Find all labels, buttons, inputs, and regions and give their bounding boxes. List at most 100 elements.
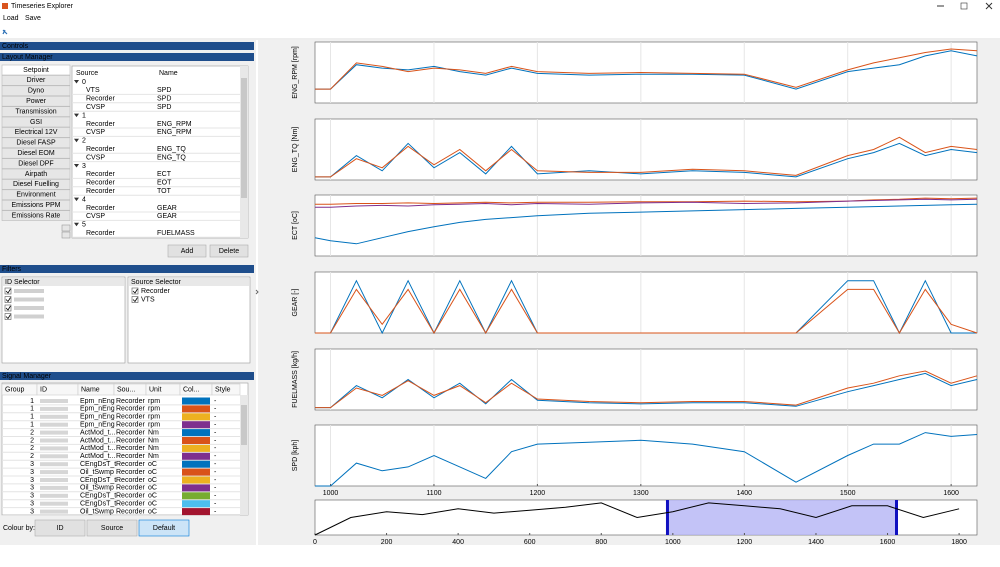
category-button[interactable] <box>1 168 71 180</box>
row-source: Recorder <box>86 180 115 187</box>
category-button[interactable] <box>1 64 71 76</box>
color-cell[interactable] <box>182 405 210 413</box>
style-cell: - <box>214 398 217 405</box>
category-label: Driver <box>27 77 46 84</box>
source-checkbox[interactable] <box>131 296 139 303</box>
source-cell: Recorder <box>116 493 145 500</box>
x-tick-label: 1400 <box>736 490 752 497</box>
expand-arrow[interactable] <box>74 113 79 118</box>
style-cell: - <box>214 453 217 460</box>
check <box>5 297 11 303</box>
color-cell[interactable] <box>182 484 210 492</box>
color-cell[interactable] <box>182 476 210 484</box>
source-cell: Recorder <box>116 485 145 492</box>
spin-down[interactable] <box>61 231 71 239</box>
colour-by-button[interactable] <box>138 519 190 537</box>
color-cell[interactable] <box>182 444 210 452</box>
expand-arrow[interactable] <box>74 138 79 143</box>
category-button[interactable] <box>1 116 71 128</box>
colour-by-label: Colour by: <box>3 525 35 532</box>
colour-by-button[interactable] <box>34 519 86 537</box>
signal-scroll-thumb[interactable] <box>241 405 247 445</box>
x-tick-label: 1000 <box>665 539 681 546</box>
style-cell: - <box>214 477 217 484</box>
category-label: Diesel FASP <box>16 140 56 147</box>
x-tick-label: 1500 <box>840 490 856 497</box>
x-tick-label: 1200 <box>737 539 753 546</box>
group-cell: 3 <box>30 493 34 500</box>
series-line <box>315 50 978 90</box>
action-button[interactable] <box>209 244 249 258</box>
color-cell[interactable] <box>182 460 210 468</box>
id-blurred <box>40 501 68 506</box>
category-button[interactable] <box>1 106 71 117</box>
toolbar-icon[interactable] <box>2 29 8 35</box>
source-cell: Recorder <box>116 477 145 484</box>
maximize[interactable] <box>960 2 968 10</box>
close[interactable] <box>985 2 993 10</box>
style-cell: - <box>214 422 217 429</box>
unit-cell: oC <box>148 493 157 500</box>
unit-cell: oC <box>148 461 157 468</box>
row-source: Recorder <box>86 230 115 237</box>
color-cell[interactable] <box>182 437 210 444</box>
column-header-cell[interactable] <box>211 383 241 396</box>
series-line <box>315 372 978 409</box>
color-cell[interactable] <box>182 429 210 437</box>
category-button[interactable] <box>1 75 71 86</box>
name-cell: Epm_nEng <box>80 406 115 413</box>
id-blurred <box>40 414 68 419</box>
title-bar <box>0 0 1000 12</box>
color-cell[interactable] <box>182 468 210 476</box>
row-source: VTS <box>86 87 100 94</box>
id-checkbox[interactable] <box>4 296 12 303</box>
category-label: Emissions Rate <box>12 212 61 219</box>
colour-by-button[interactable] <box>86 519 138 537</box>
color-cell[interactable] <box>182 413 210 421</box>
unit-cell: Nm <box>148 429 159 436</box>
layout-header-text: Layout Manager <box>2 54 53 61</box>
style-cell: - <box>214 461 217 468</box>
category-button[interactable] <box>1 179 71 190</box>
x-tick-label: 200 <box>381 539 393 546</box>
expand-arrow[interactable] <box>74 222 79 227</box>
series-line <box>315 142 978 178</box>
id-checkbox[interactable] <box>4 313 12 320</box>
unit-cell: rpm <box>148 422 160 429</box>
row-source: Recorder <box>86 121 115 128</box>
category-button[interactable] <box>1 199 71 211</box>
expand-arrow[interactable] <box>74 164 79 168</box>
action-button[interactable] <box>167 244 207 258</box>
category-button[interactable] <box>1 210 71 221</box>
id-checkbox[interactable] <box>4 304 12 312</box>
selection-window[interactable] <box>667 500 897 535</box>
category-button[interactable] <box>1 95 71 107</box>
source-item: VTS <box>141 296 155 303</box>
category-button[interactable] <box>1 147 71 159</box>
source-cell: Recorder <box>116 398 145 405</box>
category-button[interactable] <box>1 137 71 149</box>
group-cell: 3 <box>30 461 34 468</box>
source-cell: Recorder <box>116 461 145 468</box>
color-cell[interactable] <box>182 421 210 429</box>
row-name: GEAR <box>157 205 177 212</box>
scroll-thumb[interactable] <box>241 78 247 198</box>
color-cell[interactable] <box>182 397 210 405</box>
category-button[interactable] <box>1 189 71 201</box>
category-button[interactable] <box>1 85 71 97</box>
column-header: Name <box>159 70 178 77</box>
category-button[interactable] <box>1 127 71 138</box>
column-header: ID <box>40 386 47 393</box>
expand-arrow[interactable] <box>74 80 79 84</box>
row-name: ENG_TQ <box>157 146 186 153</box>
category-label: Diesel EOM <box>17 150 55 157</box>
color-cell[interactable] <box>182 508 210 516</box>
spin-up[interactable] <box>61 224 71 232</box>
color-cell[interactable] <box>182 500 210 508</box>
expand-arrow[interactable] <box>74 197 79 202</box>
color-cell[interactable] <box>182 452 210 460</box>
category-button[interactable] <box>1 158 71 169</box>
color-cell[interactable] <box>182 492 210 500</box>
source-checkbox[interactable] <box>131 287 139 295</box>
id-checkbox[interactable] <box>4 287 12 295</box>
